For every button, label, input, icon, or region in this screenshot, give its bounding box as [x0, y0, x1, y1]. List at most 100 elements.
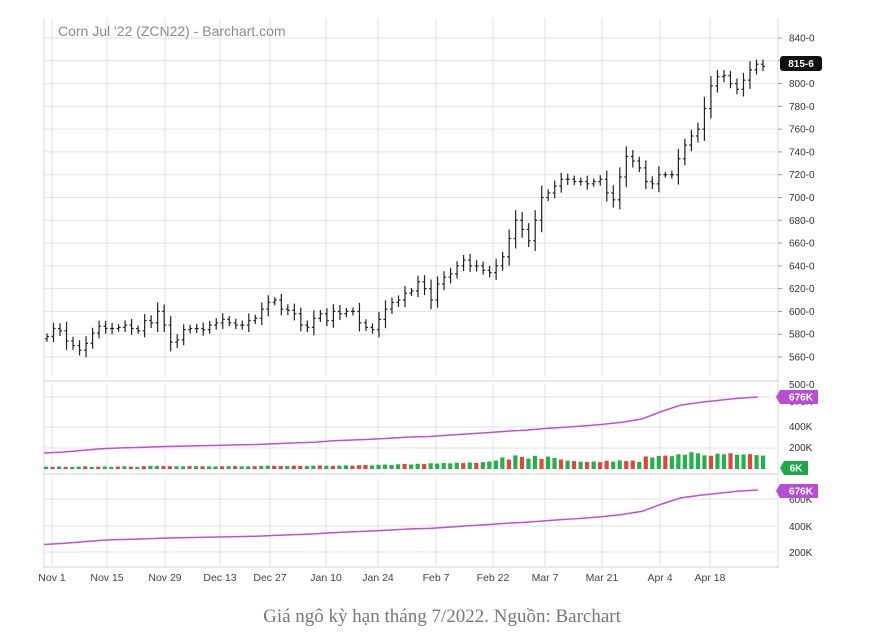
ohlc-bar: [298, 307, 303, 332]
ohlc-bar: [344, 307, 349, 318]
volume-bar: [669, 456, 674, 469]
ohlc-bar: [585, 175, 590, 190]
open-interest-badge-label: 676K: [789, 487, 814, 498]
open-interest-badge: 676K: [776, 484, 818, 498]
ohlc-bar: [539, 185, 544, 233]
x-axis-label: Apr 18: [695, 572, 726, 584]
ohlc-bar: [168, 315, 173, 352]
x-axis-label: Jan 24: [362, 572, 394, 584]
ohlc-bar: [311, 310, 316, 336]
volume-bar: [578, 461, 583, 469]
ohlc-bar: [227, 316, 232, 327]
volume-bar: [526, 458, 531, 469]
ohlc-bar: [455, 261, 460, 279]
ohlc-bar: [598, 175, 603, 186]
ohlc-bar: [630, 149, 635, 168]
price-tick-label: 500-0: [789, 380, 815, 391]
volume-bar: [356, 465, 362, 469]
volume-bar: [259, 465, 264, 469]
ohlc-bar: [507, 229, 512, 266]
volume-bar: [500, 457, 505, 469]
ohlc-bar: [214, 318, 219, 330]
ohlc-bar: [51, 322, 56, 343]
volume-bar: [369, 465, 375, 469]
volume-bar: [252, 466, 257, 469]
volume-bar: [467, 462, 472, 469]
x-axis-label: Dec 13: [203, 572, 236, 584]
ohlc-bar: [403, 286, 407, 308]
ohlc-bar: [272, 297, 277, 306]
price-tick-label: 760-0: [789, 125, 815, 136]
x-axis-label: Dec 27: [253, 572, 286, 584]
volume-bar: [128, 466, 133, 469]
ohlc-bar: [637, 156, 642, 173]
ohlc-bar: [604, 170, 609, 202]
volume-bar: [330, 465, 335, 469]
ohlc-bar: [761, 59, 765, 72]
price-axis: 840-0820-0800-0780-0760-0740-0720-0700-0…: [778, 34, 815, 391]
volume-bar: [650, 457, 655, 469]
ohlc-bar: [663, 171, 668, 178]
ohlc-bar: [285, 304, 290, 316]
x-axis-label: Nov 29: [148, 572, 181, 584]
ohlc-bar: [383, 300, 388, 329]
volume-bar: [291, 465, 296, 469]
volume-bar: [571, 461, 577, 469]
ohlc-bar: [578, 177, 583, 186]
figure-caption: Giá ngô kỳ hạn tháng 7/2022. Nguồn: Barc…: [263, 606, 621, 627]
volume-bar: [721, 454, 727, 469]
ohlc-bar: [201, 322, 206, 336]
volume-bar: [382, 464, 388, 469]
ohlc-bar: [546, 189, 551, 202]
volume-bar: [102, 466, 107, 469]
volume-bar: [624, 461, 629, 469]
volume-bar: [122, 466, 127, 469]
volume-bar: [304, 465, 309, 469]
ohlc-bar: [617, 167, 622, 210]
ohlc-bar: [513, 210, 518, 249]
ohlc-bar: [682, 138, 687, 166]
volume-bar: [226, 466, 231, 469]
volume-bar: [409, 464, 414, 469]
ohlc-bar: [442, 271, 447, 291]
ohlc-bar: [155, 302, 160, 332]
volume-bar: [70, 467, 75, 469]
volume-bar: [611, 461, 616, 469]
price-tick-label: 620-0: [789, 284, 815, 295]
volume-bar: [506, 459, 511, 469]
volume-bar: [552, 457, 557, 469]
ohlc-bar: [318, 310, 323, 322]
volume-bar: [96, 466, 101, 469]
ohlc-bar: [45, 333, 49, 342]
volume-bar: [643, 456, 648, 469]
ohlc-bar: [409, 287, 414, 297]
ohlc-bar: [220, 313, 225, 329]
price-tick-label: 740-0: [789, 147, 815, 158]
ohlc-bar: [363, 319, 368, 332]
volume-bar: [441, 462, 446, 469]
volume-bar: [617, 460, 622, 469]
volume-bar: [448, 463, 453, 469]
volume-bar: [285, 465, 290, 469]
volume-bar: [389, 465, 394, 469]
volume-badge-label: 6K: [790, 464, 804, 475]
volume-bar: [324, 465, 329, 469]
ohlc-bar: [721, 70, 726, 83]
oi-axis-label: 600K: [789, 495, 813, 506]
volume-badge-bg: [780, 461, 808, 475]
volume-bar: [741, 454, 746, 469]
volume-bar: [682, 454, 687, 469]
volume-bar: [630, 460, 635, 469]
volume-bar: [278, 466, 283, 469]
volume-bar: [747, 454, 753, 469]
ohlc-bar: [162, 304, 167, 333]
ohlc-bar: [77, 340, 82, 356]
volume-bar: [728, 453, 733, 469]
price-tick-label: 840-0: [789, 34, 815, 45]
ohlc-bar: [702, 96, 707, 141]
price-tick-label: 660-0: [789, 239, 815, 250]
volume-bar: [376, 464, 381, 469]
volume-bar: [233, 466, 238, 469]
ohlc-bar: [324, 308, 329, 327]
volume-bar: [174, 466, 179, 469]
